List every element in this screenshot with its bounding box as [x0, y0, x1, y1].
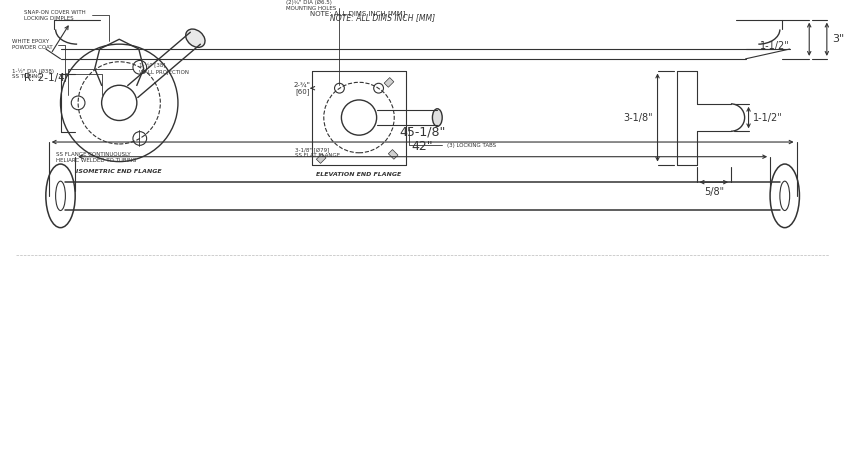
- Text: 1-½" DIA (Ø38)
SS TUBING: 1-½" DIA (Ø38) SS TUBING: [12, 68, 102, 95]
- Bar: [388, 150, 398, 159]
- Text: 3-1/8" [Ø79]
SS FLAT FLANGE: 3-1/8" [Ø79] SS FLAT FLANGE: [296, 120, 341, 158]
- Text: 45-1/8": 45-1/8": [400, 125, 445, 138]
- Bar: [384, 78, 394, 87]
- Text: 42": 42": [411, 140, 434, 153]
- Text: 1-1/2": 1-1/2": [760, 41, 790, 51]
- Text: SS FLANGE CONTINUOUSLY
HELIARC WELDED TO TUBING: SS FLANGE CONTINUOUSLY HELIARC WELDED TO…: [55, 130, 139, 163]
- Text: R: 2-1/4": R: 2-1/4": [25, 73, 70, 83]
- Text: ISOMETRIC END FLANGE: ISOMETRIC END FLANGE: [76, 169, 162, 174]
- Ellipse shape: [433, 109, 442, 126]
- Bar: [316, 154, 326, 163]
- Text: NOTE: ALL DIMS INCH [MM]: NOTE: ALL DIMS INCH [MM]: [310, 10, 405, 17]
- Text: (3) LOCKING TABS: (3) LOCKING TABS: [409, 128, 496, 148]
- Text: (2)¾" DIA (Ø6.5)
MOUNTING HOLES: (2)¾" DIA (Ø6.5) MOUNTING HOLES: [286, 0, 339, 86]
- Text: 1-1/2": 1-1/2": [753, 113, 783, 123]
- Text: SNAP-ON COVER WITH
LOCKING DIMPLES: SNAP-ON COVER WITH LOCKING DIMPLES: [25, 10, 110, 41]
- Text: 2-¾"
[60]: 2-¾" [60]: [293, 81, 310, 95]
- Text: 3": 3": [832, 34, 844, 44]
- Text: NOTE: ALL DIMS INCH [MM]: NOTE: ALL DIMS INCH [MM]: [330, 13, 435, 22]
- Text: 3-1/8": 3-1/8": [623, 113, 653, 123]
- Text: 5/8": 5/8": [704, 187, 724, 197]
- Ellipse shape: [185, 29, 205, 47]
- Text: WHITE EPOXY
POWDER COAT: WHITE EPOXY POWDER COAT: [12, 39, 65, 80]
- Text: ELEVATION END FLANGE: ELEVATION END FLANGE: [316, 173, 402, 177]
- Text: 1-½" [38]
WALL PROJECTION: 1-½" [38] WALL PROJECTION: [68, 64, 189, 95]
